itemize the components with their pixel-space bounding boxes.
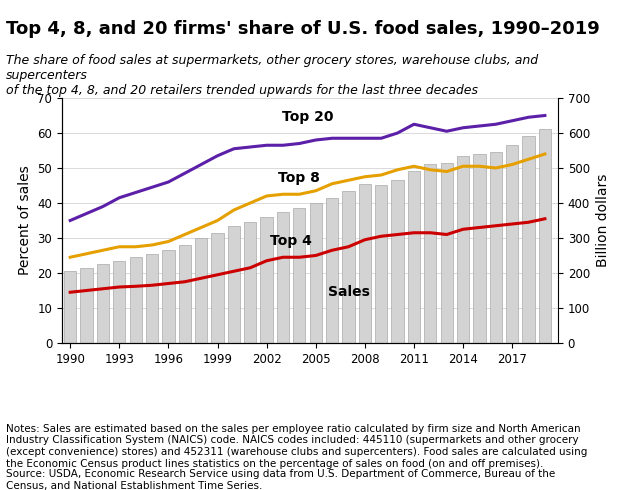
- Bar: [359, 184, 371, 343]
- Y-axis label: Percent of sales: Percent of sales: [18, 166, 32, 275]
- Bar: [457, 156, 469, 343]
- Bar: [391, 180, 404, 343]
- Bar: [539, 129, 551, 343]
- Bar: [244, 222, 257, 343]
- Bar: [130, 257, 142, 343]
- Bar: [195, 238, 207, 343]
- Bar: [523, 137, 534, 343]
- Text: Top 8: Top 8: [278, 171, 321, 185]
- Bar: [228, 226, 240, 343]
- Text: The share of food sales at supermarkets, other grocery stores, warehouse clubs, : The share of food sales at supermarkets,…: [6, 54, 538, 97]
- Bar: [326, 198, 339, 343]
- Text: Top 4, 8, and 20 firms' share of U.S. food sales, 1990–2019: Top 4, 8, and 20 firms' share of U.S. fo…: [6, 20, 600, 38]
- Bar: [277, 212, 289, 343]
- Text: Top 20: Top 20: [282, 110, 334, 124]
- Bar: [490, 152, 502, 343]
- Bar: [64, 271, 76, 343]
- Text: Source: USDA, Economic Research Service using data from U.S. Department of Comme: Source: USDA, Economic Research Service …: [6, 469, 556, 490]
- Bar: [146, 254, 158, 343]
- Bar: [375, 186, 388, 343]
- Bar: [81, 268, 93, 343]
- Bar: [260, 217, 273, 343]
- Bar: [179, 245, 191, 343]
- Bar: [441, 163, 453, 343]
- Bar: [309, 203, 322, 343]
- Bar: [211, 233, 224, 343]
- Bar: [97, 264, 109, 343]
- Text: Notes: Sales are estimated based on the sales per employee ratio calculated by f: Notes: Sales are estimated based on the …: [6, 424, 588, 468]
- Bar: [506, 145, 518, 343]
- Bar: [408, 172, 420, 343]
- Bar: [473, 154, 485, 343]
- Bar: [162, 250, 175, 343]
- Text: Top 4: Top 4: [270, 234, 312, 248]
- Bar: [424, 165, 436, 343]
- Y-axis label: Billion dollars: Billion dollars: [596, 174, 609, 267]
- Bar: [113, 261, 125, 343]
- Bar: [293, 208, 306, 343]
- Bar: [342, 191, 355, 343]
- Text: Sales: Sales: [327, 285, 370, 299]
